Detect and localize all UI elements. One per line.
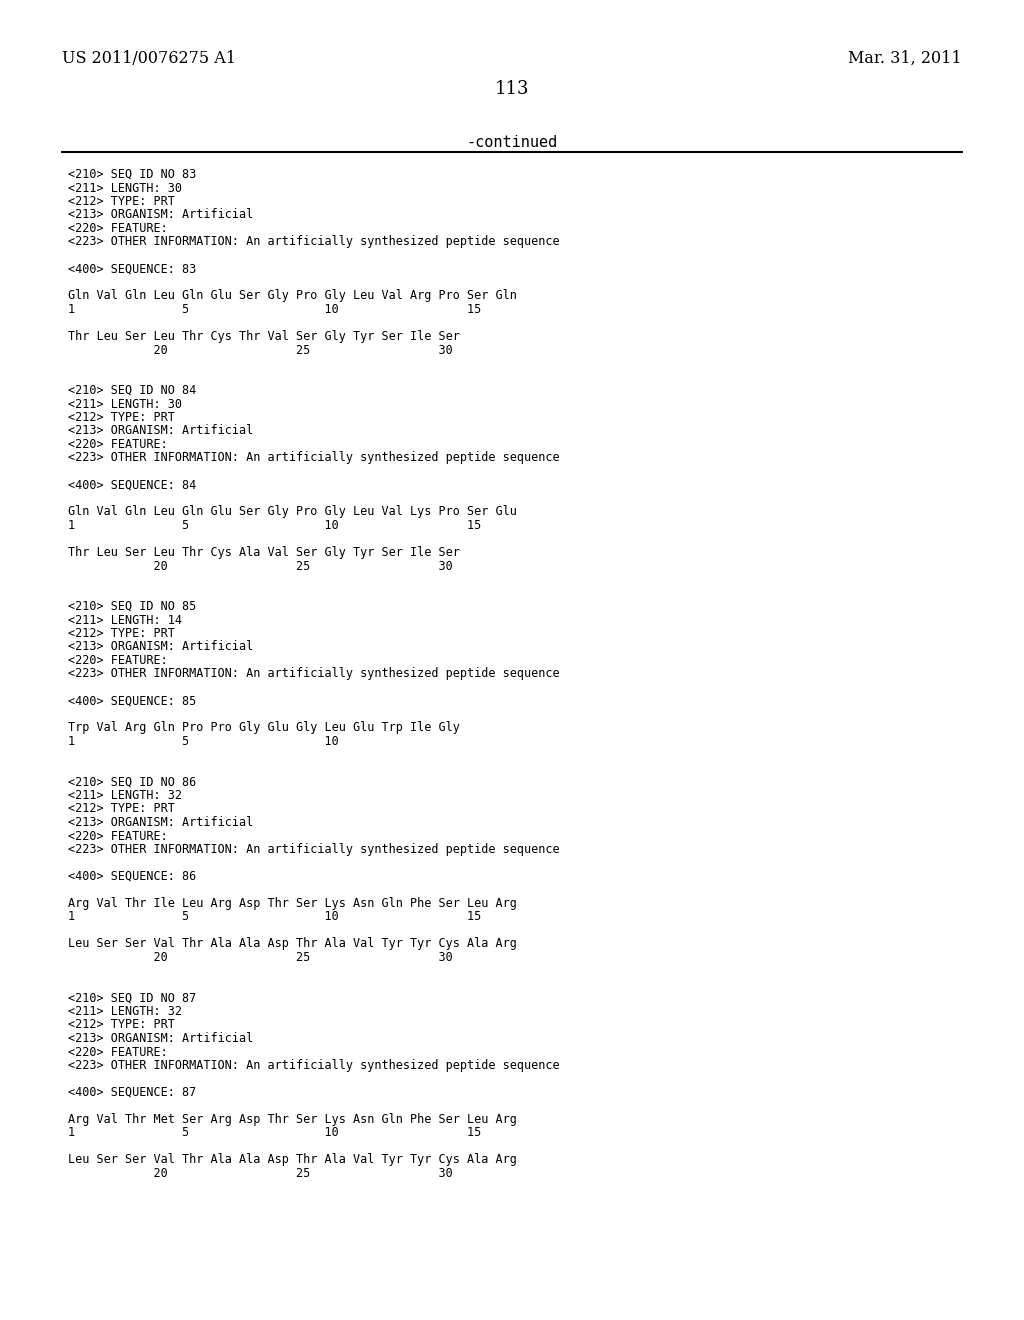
Text: <212> TYPE: PRT: <212> TYPE: PRT [68,627,175,640]
Text: <400> SEQUENCE: 85: <400> SEQUENCE: 85 [68,694,197,708]
Text: <400> SEQUENCE: 83: <400> SEQUENCE: 83 [68,263,197,276]
Text: Trp Val Arg Gln Pro Pro Gly Glu Gly Leu Glu Trp Ile Gly: Trp Val Arg Gln Pro Pro Gly Glu Gly Leu … [68,722,460,734]
Text: <212> TYPE: PRT: <212> TYPE: PRT [68,411,175,424]
Text: <213> ORGANISM: Artificial: <213> ORGANISM: Artificial [68,640,253,653]
Text: <210> SEQ ID NO 85: <210> SEQ ID NO 85 [68,601,197,612]
Text: 113: 113 [495,81,529,98]
Text: 20                  25                  30: 20 25 30 [68,950,453,964]
Text: <223> OTHER INFORMATION: An artificially synthesized peptide sequence: <223> OTHER INFORMATION: An artificially… [68,235,560,248]
Text: <213> ORGANISM: Artificial: <213> ORGANISM: Artificial [68,425,253,437]
Text: Arg Val Thr Met Ser Arg Asp Thr Ser Lys Asn Gln Phe Ser Leu Arg: Arg Val Thr Met Ser Arg Asp Thr Ser Lys … [68,1113,517,1126]
Text: <211> LENGTH: 32: <211> LENGTH: 32 [68,789,182,803]
Text: <223> OTHER INFORMATION: An artificially synthesized peptide sequence: <223> OTHER INFORMATION: An artificially… [68,843,560,855]
Text: 20                  25                  30: 20 25 30 [68,343,453,356]
Text: Thr Leu Ser Leu Thr Cys Ala Val Ser Gly Tyr Ser Ile Ser: Thr Leu Ser Leu Thr Cys Ala Val Ser Gly … [68,546,460,558]
Text: <400> SEQUENCE: 84: <400> SEQUENCE: 84 [68,479,197,491]
Text: 1               5                   10                  15: 1 5 10 15 [68,911,481,924]
Text: US 2011/0076275 A1: US 2011/0076275 A1 [62,50,236,67]
Text: 1               5                   10                  15: 1 5 10 15 [68,304,481,315]
Text: <220> FEATURE:: <220> FEATURE: [68,1045,168,1059]
Text: <212> TYPE: PRT: <212> TYPE: PRT [68,1019,175,1031]
Text: <213> ORGANISM: Artificial: <213> ORGANISM: Artificial [68,209,253,222]
Text: <223> OTHER INFORMATION: An artificially synthesized peptide sequence: <223> OTHER INFORMATION: An artificially… [68,451,560,465]
Text: Gln Val Gln Leu Gln Glu Ser Gly Pro Gly Leu Val Arg Pro Ser Gln: Gln Val Gln Leu Gln Glu Ser Gly Pro Gly … [68,289,517,302]
Text: <211> LENGTH: 30: <211> LENGTH: 30 [68,397,182,411]
Text: Arg Val Thr Ile Leu Arg Asp Thr Ser Lys Asn Gln Phe Ser Leu Arg: Arg Val Thr Ile Leu Arg Asp Thr Ser Lys … [68,898,517,909]
Text: 1               5                   10: 1 5 10 [68,735,339,748]
Text: <212> TYPE: PRT: <212> TYPE: PRT [68,803,175,816]
Text: 1               5                   10                  15: 1 5 10 15 [68,519,481,532]
Text: Gln Val Gln Leu Gln Glu Ser Gly Pro Gly Leu Val Lys Pro Ser Glu: Gln Val Gln Leu Gln Glu Ser Gly Pro Gly … [68,506,517,519]
Text: Leu Ser Ser Val Thr Ala Ala Asp Thr Ala Val Tyr Tyr Cys Ala Arg: Leu Ser Ser Val Thr Ala Ala Asp Thr Ala … [68,937,517,950]
Text: <213> ORGANISM: Artificial: <213> ORGANISM: Artificial [68,816,253,829]
Text: <220> FEATURE:: <220> FEATURE: [68,438,168,451]
Text: <223> OTHER INFORMATION: An artificially synthesized peptide sequence: <223> OTHER INFORMATION: An artificially… [68,668,560,681]
Text: <210> SEQ ID NO 83: <210> SEQ ID NO 83 [68,168,197,181]
Text: <211> LENGTH: 14: <211> LENGTH: 14 [68,614,182,627]
Text: <211> LENGTH: 32: <211> LENGTH: 32 [68,1005,182,1018]
Text: <213> ORGANISM: Artificial: <213> ORGANISM: Artificial [68,1032,253,1045]
Text: Thr Leu Ser Leu Thr Cys Thr Val Ser Gly Tyr Ser Ile Ser: Thr Leu Ser Leu Thr Cys Thr Val Ser Gly … [68,330,460,343]
Text: Leu Ser Ser Val Thr Ala Ala Asp Thr Ala Val Tyr Tyr Cys Ala Arg: Leu Ser Ser Val Thr Ala Ala Asp Thr Ala … [68,1154,517,1167]
Text: <223> OTHER INFORMATION: An artificially synthesized peptide sequence: <223> OTHER INFORMATION: An artificially… [68,1059,560,1072]
Text: <220> FEATURE:: <220> FEATURE: [68,653,168,667]
Text: <210> SEQ ID NO 86: <210> SEQ ID NO 86 [68,776,197,788]
Text: <400> SEQUENCE: 87: <400> SEQUENCE: 87 [68,1086,197,1100]
Text: 1               5                   10                  15: 1 5 10 15 [68,1126,481,1139]
Text: <210> SEQ ID NO 84: <210> SEQ ID NO 84 [68,384,197,397]
Text: <220> FEATURE:: <220> FEATURE: [68,829,168,842]
Text: Mar. 31, 2011: Mar. 31, 2011 [848,50,962,67]
Text: <220> FEATURE:: <220> FEATURE: [68,222,168,235]
Text: 20                  25                  30: 20 25 30 [68,1167,453,1180]
Text: -continued: -continued [466,135,558,150]
Text: <212> TYPE: PRT: <212> TYPE: PRT [68,195,175,209]
Text: <400> SEQUENCE: 86: <400> SEQUENCE: 86 [68,870,197,883]
Text: <210> SEQ ID NO 87: <210> SEQ ID NO 87 [68,991,197,1005]
Text: 20                  25                  30: 20 25 30 [68,560,453,573]
Text: <211> LENGTH: 30: <211> LENGTH: 30 [68,181,182,194]
